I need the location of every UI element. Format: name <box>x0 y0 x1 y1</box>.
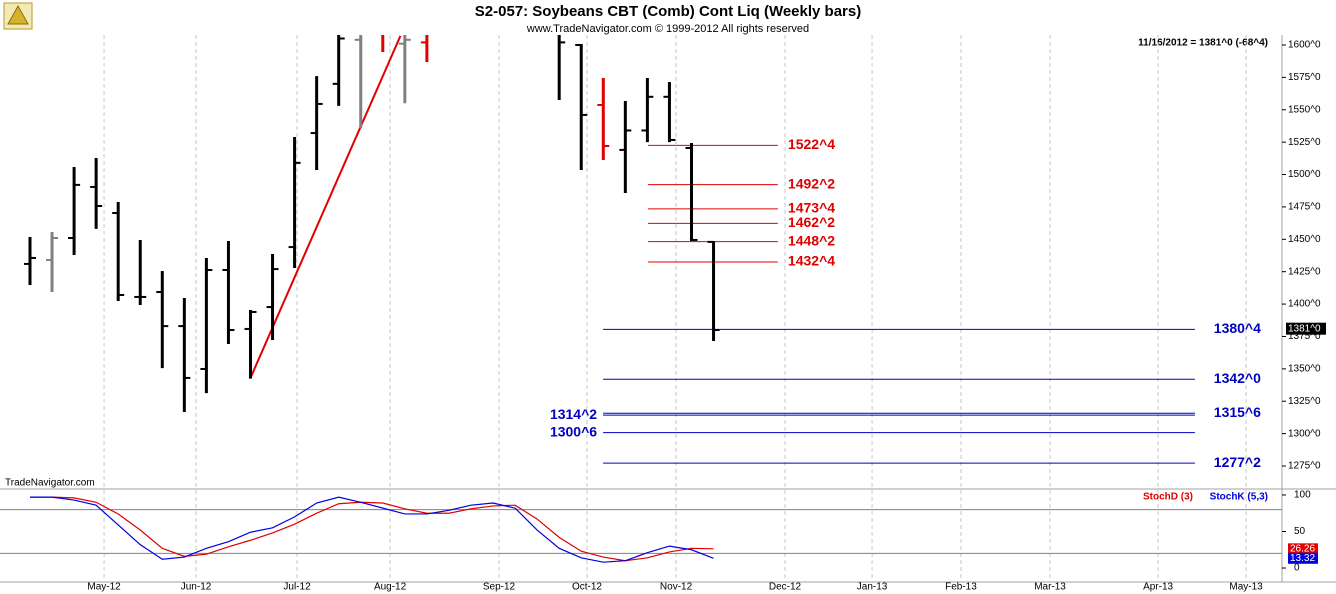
level-label: 1277^2 <box>1214 454 1261 470</box>
y-tick-label: 1425^0 <box>1288 266 1321 277</box>
y-tick-label: 50 <box>1294 526 1306 537</box>
x-tick-label: Jan-13 <box>857 582 888 593</box>
y-tick-label: 1575^0 <box>1288 72 1321 83</box>
level-label: 1473^4 <box>788 200 835 216</box>
x-tick-label: Sep-12 <box>483 582 516 593</box>
y-tick-label: 1350^0 <box>1288 363 1321 374</box>
level-label: 1314^2 <box>550 406 597 422</box>
x-tick-label: Oct-12 <box>572 582 602 593</box>
trendline <box>249 35 402 379</box>
x-tick-label: Jun-12 <box>181 582 212 593</box>
legend-entry: StochK (5,3) <box>1210 492 1268 503</box>
level-label: 1342^0 <box>1214 370 1261 386</box>
x-tick-label: Mar-13 <box>1034 582 1066 593</box>
level-label: 1492^2 <box>788 175 835 191</box>
level-label: 1315^6 <box>1214 404 1261 420</box>
y-tick-label: 1550^0 <box>1288 104 1321 115</box>
level-label: 1380^4 <box>1214 320 1261 336</box>
y-tick-label: 1450^0 <box>1288 234 1321 245</box>
last-value-label: 26.26 <box>1290 543 1315 554</box>
x-tick-label: Apr-13 <box>1143 582 1173 593</box>
y-tick-label: 1275^0 <box>1288 461 1321 472</box>
watermark: TradeNavigator.com <box>5 478 95 489</box>
x-tick-label: Jul-12 <box>283 582 311 593</box>
y-tick-label: 0 <box>1294 563 1300 574</box>
level-label: 1300^6 <box>550 423 597 439</box>
x-tick-label: Aug-12 <box>374 582 407 593</box>
x-tick-label: May-13 <box>1229 582 1263 593</box>
y-tick-label: 100 <box>1294 490 1311 501</box>
last-value-label: 13.32 <box>1290 553 1315 564</box>
level-label: 1522^4 <box>788 136 835 152</box>
y-tick-label: 1300^0 <box>1288 428 1321 439</box>
y-tick-label: 1475^0 <box>1288 202 1321 213</box>
chart-title: S2-057: Soybeans CBT (Comb) Cont Liq (We… <box>475 3 861 20</box>
last-value-box <box>1288 543 1318 555</box>
y-tick-label: 1600^0 <box>1288 40 1321 51</box>
logo <box>3 2 33 30</box>
y-tick-label: 1400^0 <box>1288 299 1321 310</box>
y-tick-label: 1525^0 <box>1288 137 1321 148</box>
x-tick-label: May-12 <box>87 582 121 593</box>
y-tick-label: 1325^0 <box>1288 396 1321 407</box>
level-label: 1448^2 <box>788 232 835 248</box>
level-label: 1432^4 <box>788 253 835 269</box>
stoch-line <box>29 496 714 562</box>
level-label: 1462^2 <box>788 214 835 230</box>
legend-entry: StochD (3) <box>1143 492 1193 503</box>
status: 11/16/2012 = 1381^0 (-68^4) <box>1138 38 1268 49</box>
y-tick-label: 1500^0 <box>1288 169 1321 180</box>
subtitle: www.TradeNavigator.com © 1999-2012 All r… <box>526 23 809 35</box>
x-tick-label: Dec-12 <box>769 582 802 593</box>
stoch-line <box>29 496 714 563</box>
x-tick-label: Feb-13 <box>945 582 977 593</box>
last-price-box <box>1286 322 1326 335</box>
last-value-box <box>1288 552 1318 564</box>
x-tick-label: Nov-12 <box>660 582 693 593</box>
last-price-label: 1381^0 <box>1288 323 1321 334</box>
y-tick-label: 1375^0 <box>1288 331 1321 342</box>
